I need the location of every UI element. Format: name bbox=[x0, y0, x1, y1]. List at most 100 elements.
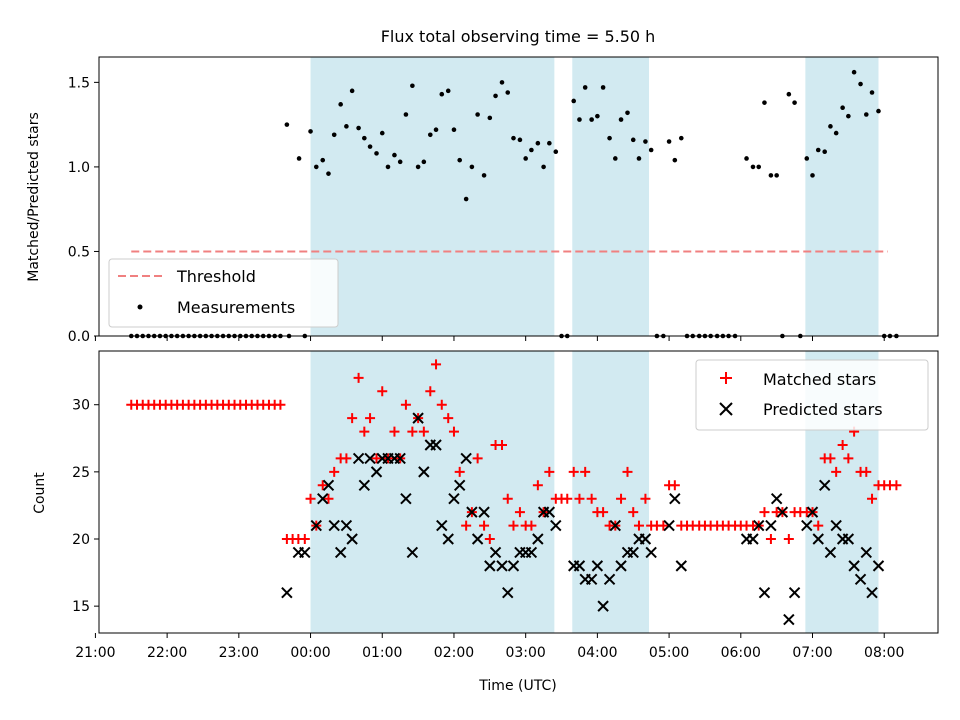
matched-star-point bbox=[586, 493, 597, 504]
ratio-panel: 0.0 0.5 1.0 1.5 Matched/Predicted stars Thr… bbox=[26, 56, 939, 345]
matched-star-point bbox=[389, 426, 400, 437]
observing-window bbox=[310, 57, 555, 336]
matched-star-point bbox=[616, 493, 627, 504]
measurement-point bbox=[362, 135, 367, 141]
predicted-legend-label: Predicted stars bbox=[763, 400, 883, 419]
ratio-x-ticks bbox=[94, 336, 885, 341]
measurement-point bbox=[349, 88, 355, 94]
predicted-star-point bbox=[597, 600, 609, 612]
observing-window bbox=[805, 57, 879, 336]
y-tick-label: 20 bbox=[72, 532, 90, 548]
x-tick-label: 02:00 bbox=[434, 645, 474, 661]
predicted-star-point bbox=[525, 546, 538, 559]
predicted-star-point bbox=[310, 519, 322, 532]
predicted-star-point bbox=[669, 493, 681, 505]
measurement-point bbox=[774, 173, 779, 178]
measurement-point bbox=[840, 105, 845, 111]
matched-star-point bbox=[448, 426, 459, 437]
measurement-point bbox=[433, 127, 439, 133]
predicted-star-point bbox=[550, 519, 562, 532]
measurement-point bbox=[338, 102, 343, 107]
count-panel: 15 20 25 30 21:00 22:00 23:00 00:00 01:00 02:00 0… bbox=[32, 350, 939, 694]
predicted-star-point bbox=[364, 452, 376, 465]
matched-star-point bbox=[825, 453, 836, 464]
measurement-point bbox=[529, 147, 534, 153]
measurement-point bbox=[589, 117, 594, 122]
matched-star-point bbox=[497, 440, 508, 450]
measurement-point bbox=[313, 164, 319, 170]
observing-window bbox=[572, 57, 650, 336]
measurement-point bbox=[607, 135, 612, 141]
matched-star-point bbox=[622, 466, 633, 477]
predicted-star-point bbox=[448, 493, 460, 505]
observing-window-shading bbox=[310, 57, 879, 336]
matched-star-point bbox=[436, 399, 447, 410]
predicted-star-point bbox=[585, 573, 598, 585]
measurement-point bbox=[648, 147, 654, 153]
measurement-point bbox=[320, 157, 326, 163]
measurement-point bbox=[541, 164, 546, 170]
matched-star-point bbox=[317, 480, 328, 491]
measurement-point bbox=[511, 135, 516, 141]
predicted-star-point bbox=[627, 546, 639, 559]
count-panel-frame bbox=[98, 350, 939, 634]
matched-star-point bbox=[831, 466, 842, 477]
matched-star-point bbox=[371, 453, 382, 464]
x-tick-label: 07:00 bbox=[792, 645, 832, 661]
measurement-point bbox=[374, 151, 379, 156]
predicted-star-point bbox=[299, 546, 311, 559]
y-tick-label: 1.0 bbox=[68, 160, 90, 176]
ratio-legend: Threshold Measurements bbox=[108, 258, 339, 328]
measurement-point bbox=[851, 69, 857, 75]
predicted-star-point bbox=[484, 560, 496, 572]
ratio-y-axis-label: Matched/Predicted stars bbox=[26, 112, 42, 282]
matched-star-point bbox=[407, 426, 418, 437]
count-legend: Matched stars Predicted stars bbox=[695, 359, 929, 431]
measurement-point bbox=[367, 144, 373, 149]
measurement-point bbox=[356, 125, 361, 131]
predicted-star-point bbox=[615, 560, 627, 572]
predicted-star-point bbox=[507, 560, 520, 572]
measurement-point bbox=[822, 149, 827, 154]
x-tick-label: 00:00 bbox=[290, 645, 330, 661]
measurement-point bbox=[487, 115, 493, 121]
matched-star-point bbox=[484, 534, 495, 544]
matched-star-point bbox=[299, 534, 310, 544]
measurement-point bbox=[810, 173, 815, 178]
measurement-point bbox=[535, 140, 541, 146]
matched-star-point bbox=[443, 413, 454, 424]
x-tick-label: 05:00 bbox=[649, 645, 689, 661]
predicted-star-point bbox=[639, 533, 652, 545]
predicted-star-point bbox=[573, 560, 586, 572]
measurement-point bbox=[869, 90, 875, 95]
measurements-legend-label: Measurements bbox=[177, 298, 295, 317]
matched-legend-label: Matched stars bbox=[763, 370, 876, 389]
predicted-star-point bbox=[478, 506, 490, 518]
predicted-star-point bbox=[842, 533, 855, 545]
predicted-star-point bbox=[358, 479, 371, 491]
measurement-point bbox=[768, 173, 774, 178]
predicted-star-point bbox=[645, 546, 657, 559]
measurement-point bbox=[499, 80, 505, 85]
predicted-star-point bbox=[496, 560, 508, 572]
measurement-point bbox=[618, 117, 624, 122]
count-y-axis-label: Count bbox=[32, 472, 48, 514]
y-tick-label: 25 bbox=[72, 465, 90, 481]
matched-star-point bbox=[425, 386, 436, 397]
predicted-star-point bbox=[872, 560, 885, 572]
predicted-star-point bbox=[406, 546, 419, 559]
measurement-point bbox=[630, 137, 636, 143]
measurement-point bbox=[744, 156, 749, 161]
matched-star-point bbox=[633, 520, 644, 531]
observing-window bbox=[310, 351, 555, 633]
y-tick-label: 0.5 bbox=[68, 244, 90, 260]
ratio-y-ticks: 0.0 0.5 1.0 1.5 bbox=[68, 75, 99, 345]
predicted-star-point bbox=[466, 506, 478, 518]
chart-title: Flux total observing time = 5.50 h bbox=[381, 27, 656, 46]
matched-star-point bbox=[454, 466, 465, 477]
matched-star-point bbox=[783, 534, 794, 544]
matched-star-point bbox=[891, 480, 902, 491]
matched-star-point bbox=[544, 466, 555, 477]
predicted-star-point bbox=[609, 519, 622, 532]
measurement-point bbox=[833, 130, 839, 136]
